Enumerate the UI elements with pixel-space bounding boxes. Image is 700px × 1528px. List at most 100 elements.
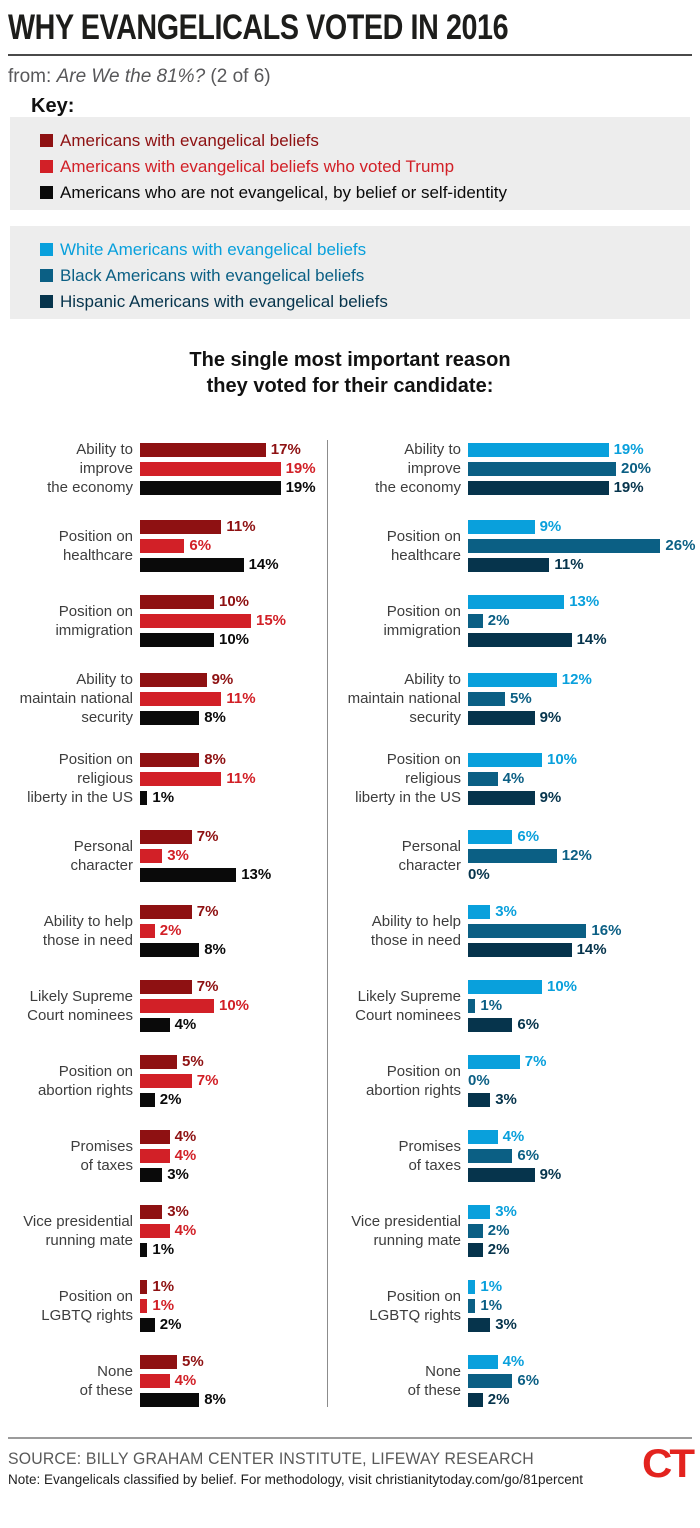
bar-row: 6% [468, 829, 592, 844]
category-bars: 8% 11% 1% [140, 752, 256, 806]
bar-value: 7% [196, 1072, 219, 1089]
bar [468, 830, 513, 844]
bar-row: 1% [140, 1241, 196, 1258]
category-bars: 5% 4% 8% [140, 1353, 226, 1407]
bar [468, 595, 565, 609]
bar-value: 1% [480, 1297, 503, 1314]
bar-row: 2% [140, 923, 226, 938]
bar-value: 19% [613, 478, 644, 496]
bar-value: 4% [174, 1372, 197, 1389]
chart-panel-ethnicity: Ability to improve the economy 19% 20% 19% Pos… [327, 440, 700, 1407]
category-bars: 19% 20% 19% [468, 442, 651, 496]
bar [140, 1318, 155, 1332]
bar-row: 20% [468, 461, 651, 476]
category-block: Position on abortion rights 7% 0% 3% [328, 1054, 700, 1108]
category-bars: 3% 2% 2% [468, 1204, 517, 1258]
category-bars: 7% 0% 3% [468, 1054, 546, 1108]
bar-row: 6% [468, 1148, 561, 1163]
category-block: Position on religious liberty in the US 8% 1… [0, 750, 327, 807]
bar [468, 1243, 483, 1257]
bar-row: 5% [140, 1353, 226, 1370]
bar [468, 849, 557, 863]
category-bars: 10% 1% 6% [468, 979, 577, 1032]
bar [468, 520, 535, 534]
bar-row: 3% [468, 1204, 517, 1219]
bar-value: 11% [226, 769, 256, 787]
title-divider [8, 54, 692, 56]
category-block: Ability to help those in need 7% 2% 8% [0, 904, 327, 957]
bar [468, 790, 535, 805]
page-title: WHY EVANGELICALS VOTED IN 2016 [8, 8, 509, 47]
bar [468, 461, 616, 476]
bar-row: 3% [468, 903, 621, 920]
bar-value: 1% [152, 788, 175, 806]
category-block: Ability to maintain national security 9% 11%… [0, 670, 327, 727]
bar [140, 1093, 155, 1107]
bar-value: 2% [159, 1316, 182, 1333]
category-label: Likely Supreme Court nominees [27, 988, 133, 1024]
category-bars: 7% 3% 13% [140, 828, 271, 882]
bar-row: 11% [468, 557, 695, 572]
bar-row: 8% [140, 942, 226, 957]
bar [468, 1205, 491, 1219]
category-bars: 7% 2% 8% [140, 904, 226, 957]
bar [140, 1355, 177, 1369]
bar-row: 9% [468, 519, 695, 534]
bar-value: 12% [561, 847, 592, 864]
bar-value: 5% [182, 1053, 204, 1070]
bar-value: 10% [219, 593, 250, 610]
bar-row: 11% [140, 519, 279, 534]
bar-value: 1% [152, 1241, 175, 1258]
bar-row: 1% [468, 1297, 517, 1314]
legend-swatch [40, 185, 53, 199]
bar-row: 3% [140, 848, 271, 863]
bar-row: 4% [140, 1223, 196, 1238]
category-bars: 4% 6% 9% [468, 1129, 561, 1182]
bar-value: 0% [468, 866, 490, 883]
bar-value: 3% [167, 1166, 189, 1183]
category-block: Position on abortion rights 5% 7% 2% [0, 1053, 327, 1107]
bar-value: 6% [189, 537, 212, 554]
bar-value: 2% [487, 1241, 510, 1258]
bar [468, 442, 609, 457]
bar-row: 3% [468, 1317, 517, 1332]
bar [468, 1168, 535, 1182]
bar-value: 10% [547, 750, 578, 768]
bar-row: 4% [468, 771, 577, 786]
bar-row: 13% [140, 867, 271, 882]
bar-value: 3% [495, 1091, 517, 1108]
bar [140, 1393, 200, 1407]
bar-value: 7% [196, 828, 219, 845]
bar [468, 691, 505, 706]
bar-row: 8% [140, 1392, 226, 1407]
category-label: Ability to maintain national security [19, 671, 133, 726]
bar [140, 520, 222, 534]
legend-group-ethnicity: White Americans with evangelical beliefs… [10, 226, 690, 319]
bar-row: 9% [468, 790, 577, 805]
bar [140, 1224, 170, 1238]
bar-value: 1% [152, 1297, 175, 1314]
category-label: Personal character [70, 838, 133, 874]
category-block: Promises of taxes 4% 6% 9% [328, 1129, 700, 1182]
bar-value: 0% [468, 1072, 490, 1089]
bar-value: 3% [495, 903, 517, 920]
category-bars: 3% 16% 14% [468, 903, 621, 957]
category-block: Position on religious liberty in the US 10%… [328, 750, 700, 807]
category-label: Ability to improve the economy [375, 441, 461, 496]
bar [140, 614, 251, 628]
bar-value: 5% [182, 1353, 204, 1370]
bar-value: 17% [270, 440, 301, 458]
bar-row: 9% [468, 710, 592, 725]
legend-item-label: Americans with evangelical beliefs [60, 130, 319, 150]
bar [468, 558, 550, 572]
source-credit: SOURCE: BILLY GRAHAM CENTER INSTITUTE, L… [8, 1449, 534, 1468]
category-block: Likely Supreme Court nominees 7% 10% 4% [0, 979, 327, 1032]
bar [140, 1280, 148, 1294]
bar [140, 849, 163, 863]
bar-row: 3% [140, 1204, 196, 1219]
bar [468, 1130, 498, 1144]
bar-row: 19% [140, 461, 316, 476]
legend-item: Black Americans with evangelical beliefs [40, 263, 690, 287]
category-block: Promises of taxes 4% 4% 3% [0, 1129, 327, 1183]
